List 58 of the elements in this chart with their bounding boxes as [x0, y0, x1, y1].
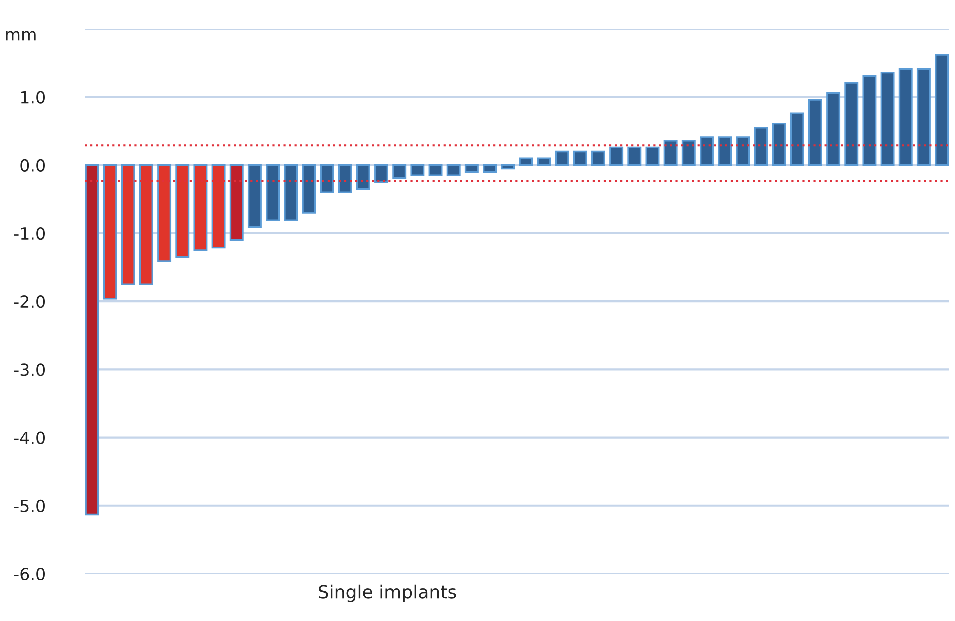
bar [374, 164, 389, 184]
bar [718, 136, 732, 166]
bar [464, 164, 479, 174]
y-axis-title: mm [6, 31, 36, 41]
bar [248, 164, 262, 228]
bar [446, 164, 461, 176]
y-tick-label: -1.0 [14, 227, 45, 240]
bar [428, 164, 443, 176]
bar [592, 150, 606, 166]
bar [664, 140, 678, 166]
bar [284, 164, 298, 222]
bar [646, 146, 660, 166]
bar [772, 123, 786, 166]
bar [682, 140, 696, 166]
bar [320, 164, 334, 194]
bar [302, 164, 316, 214]
y-tick-label: -3.0 [14, 364, 45, 376]
bar [573, 150, 588, 166]
y-tick-label: 0.0 [20, 159, 45, 172]
bar [826, 92, 841, 166]
bar [555, 150, 570, 166]
bar [862, 75, 877, 166]
bar [194, 164, 208, 252]
bar [410, 164, 425, 176]
bar [158, 164, 172, 262]
bar [338, 164, 352, 194]
bar [844, 82, 859, 166]
bar [935, 54, 950, 166]
bar [121, 164, 136, 286]
y-tick-label: -5.0 [14, 500, 45, 512]
bar [736, 136, 750, 166]
x-axis-title: Single implants [319, 584, 456, 602]
bar [916, 68, 931, 166]
y-tick-label: -6.0 [14, 568, 45, 581]
bar [176, 164, 190, 258]
y-tick-label: 1.0 [21, 91, 45, 104]
bar [139, 164, 154, 286]
bar [700, 136, 714, 166]
bar [212, 164, 226, 249]
bar [501, 164, 516, 170]
bar [392, 164, 407, 180]
bar [610, 146, 624, 166]
bar [790, 112, 804, 166]
y-tick-label: -4.0 [14, 432, 45, 444]
bar [898, 68, 913, 166]
bar [85, 164, 100, 516]
bar [628, 146, 642, 166]
bar [519, 158, 534, 166]
bar [356, 164, 370, 190]
bar [880, 72, 895, 166]
bar [266, 164, 280, 222]
bar [103, 164, 118, 300]
bar [483, 164, 497, 174]
bar [808, 99, 822, 166]
bar [754, 127, 768, 166]
bar [230, 164, 244, 242]
y-tick-label: -2.0 [14, 296, 45, 308]
bar [537, 158, 552, 166]
